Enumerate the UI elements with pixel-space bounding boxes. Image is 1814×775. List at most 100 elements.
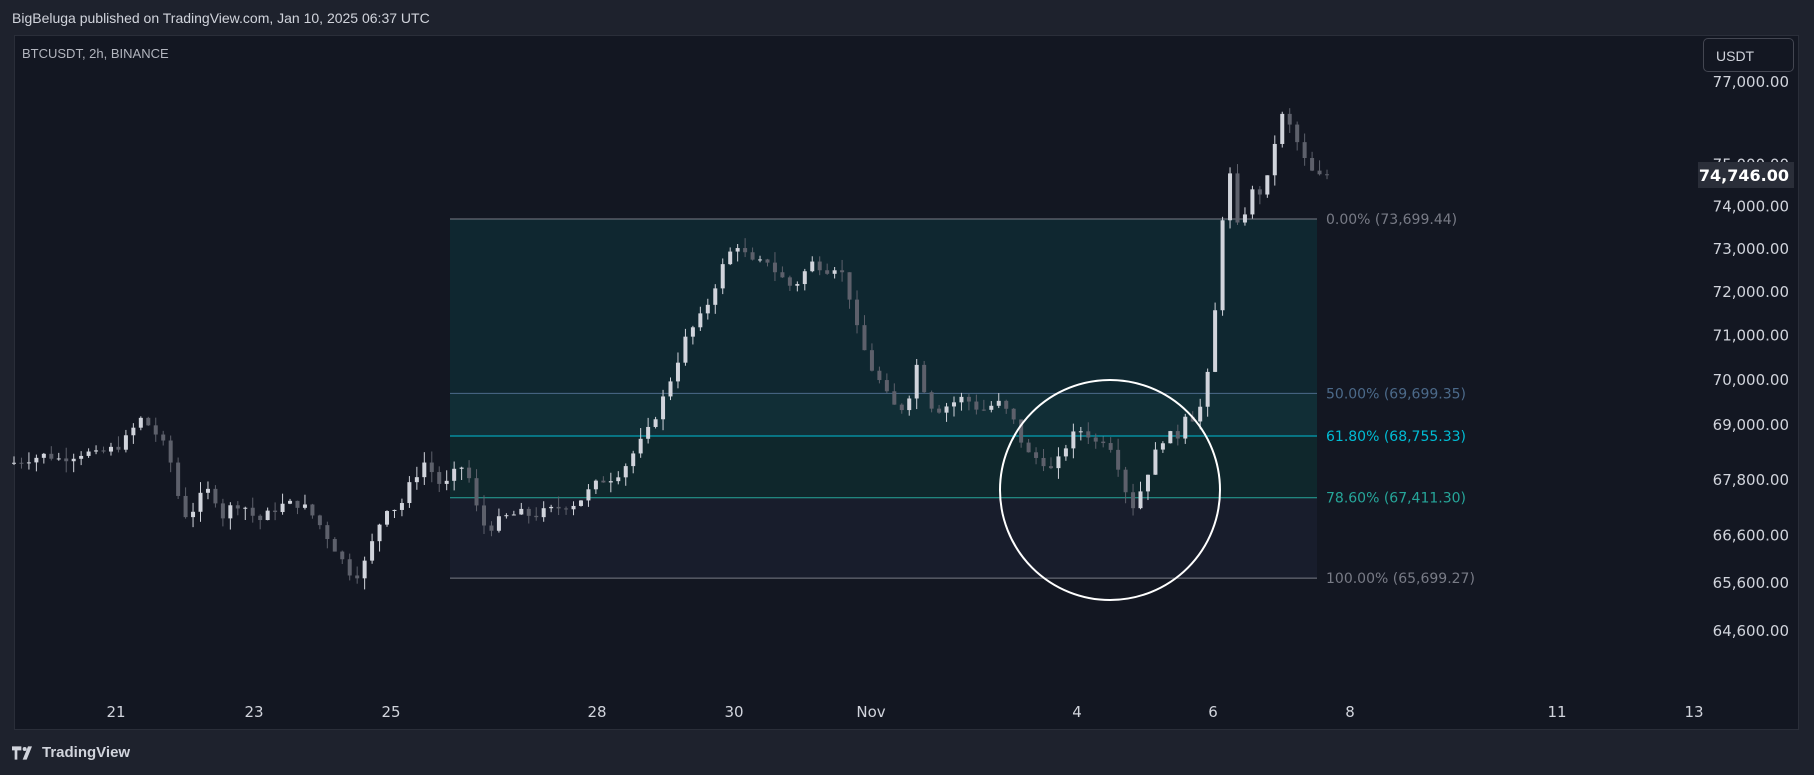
fib-level-label: 61.80% (68,755.33) [1326, 429, 1466, 445]
candle-body [49, 453, 54, 459]
x-tick-label: 21 [106, 703, 125, 721]
candle-body [228, 505, 233, 519]
candle-body [183, 495, 188, 518]
candle-body [526, 508, 531, 516]
y-tick-label: 66,600.00 [1713, 527, 1789, 545]
y-tick-label: 74,000.00 [1713, 197, 1789, 215]
footer: TradingView [12, 730, 1802, 775]
candle-body [1287, 113, 1292, 125]
candle-body [123, 435, 128, 450]
candle-body [623, 466, 628, 478]
candle-body [1153, 449, 1158, 475]
y-tick-label: 72,000.00 [1713, 283, 1789, 301]
candle-body [12, 462, 16, 464]
current-price-label: 74,746.00 [1699, 166, 1789, 185]
candle-body [1205, 371, 1210, 407]
candle-body [661, 396, 666, 420]
currency-button[interactable]: USDT [1703, 38, 1794, 72]
x-tick-label: 6 [1208, 703, 1218, 721]
candle-body [1265, 175, 1270, 195]
candle-body [220, 503, 225, 519]
candle-body [1078, 431, 1083, 433]
candle-body [205, 488, 210, 493]
candle-body [116, 446, 121, 450]
candle-body [317, 515, 322, 526]
candle-body [817, 261, 822, 271]
fib-level-label: 78.60% (67,411.30) [1326, 491, 1466, 507]
candle-body [362, 560, 367, 579]
candle-body [176, 462, 181, 496]
candle-body [101, 450, 106, 452]
candle-body [1101, 441, 1106, 444]
candle-body [56, 458, 61, 460]
candle-body [1272, 143, 1277, 176]
candle-body [1034, 452, 1039, 458]
candle-body [713, 288, 718, 305]
candle-body [549, 506, 554, 509]
candle-body [937, 408, 942, 413]
candle-body [332, 539, 337, 552]
candle-body [564, 508, 569, 510]
candle-body [772, 262, 777, 273]
candle-body [743, 248, 748, 253]
candle-body [698, 313, 703, 328]
candle-body [1026, 442, 1031, 453]
candle-body [877, 370, 882, 381]
candle-body [631, 453, 636, 467]
x-tick-label: 30 [724, 703, 743, 721]
fib-level-label: 50.00% (69,699.35) [1326, 386, 1466, 402]
candle-body [414, 477, 419, 483]
candle-body [1011, 408, 1016, 420]
candle-body [638, 438, 643, 454]
candle-body [959, 396, 964, 403]
candle-body [273, 510, 278, 513]
candle-body [235, 505, 240, 509]
candle-body [981, 409, 986, 411]
candle-body [653, 419, 658, 427]
candle-body [250, 507, 255, 516]
candle-body [884, 380, 889, 392]
tradingview-logo-icon [12, 745, 32, 760]
fib-level-label: 100.00% (65,699.27) [1326, 571, 1475, 587]
candle-body [1250, 189, 1255, 215]
candle-body [153, 425, 158, 435]
candle-body [191, 511, 196, 518]
candle-body [1190, 416, 1195, 422]
candle-body [392, 509, 397, 512]
candle-body [1048, 466, 1053, 469]
highlight-circle [999, 379, 1221, 601]
candle-body [593, 480, 598, 490]
candle-body [556, 506, 561, 509]
candle-body [1056, 456, 1061, 469]
candle-body [511, 514, 516, 516]
candle-body [989, 405, 994, 410]
candle-body [489, 525, 494, 531]
candle-body [377, 524, 382, 542]
candle-body [929, 392, 934, 409]
candle-body [108, 446, 113, 452]
current-price-tag [1698, 161, 1794, 188]
candle-body [347, 559, 352, 576]
candle-body [787, 277, 792, 286]
candle-body [302, 504, 307, 508]
candle-body [1310, 158, 1315, 171]
candle-body [79, 455, 84, 459]
candle-body [705, 304, 710, 314]
candle-body [534, 515, 539, 518]
candle-body [601, 480, 606, 483]
candle-body [71, 458, 76, 462]
candle-body [675, 362, 680, 382]
candle-body [138, 417, 143, 428]
candle-body [810, 261, 815, 272]
y-tick-label: 70,000.00 [1713, 371, 1789, 389]
x-tick-label: 23 [244, 703, 263, 721]
candle-body [295, 500, 300, 508]
candle-body [1183, 416, 1188, 439]
candle-body [780, 272, 785, 278]
candle-body [1108, 443, 1113, 450]
candle-body [467, 467, 472, 479]
candle-body [1116, 449, 1121, 470]
tradingview-logo-text[interactable]: TradingView [42, 744, 131, 761]
candle-body [385, 511, 390, 525]
